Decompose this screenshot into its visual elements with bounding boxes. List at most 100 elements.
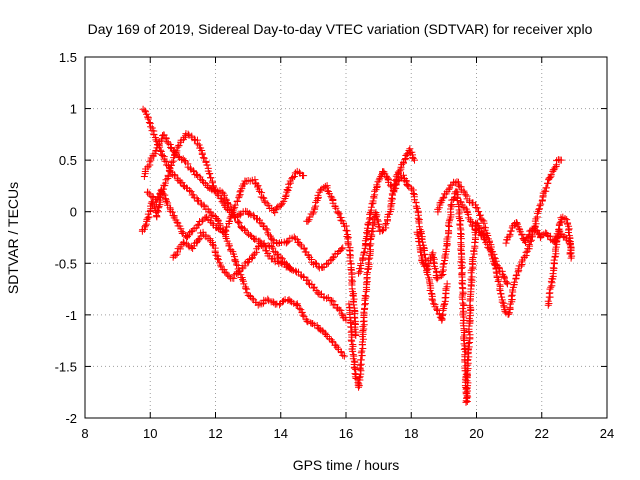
data-point bbox=[413, 230, 421, 238]
data-point bbox=[305, 279, 313, 287]
data-point bbox=[357, 260, 365, 268]
x-tick-label: 18 bbox=[404, 426, 418, 441]
data-point bbox=[236, 211, 244, 219]
data-point bbox=[501, 274, 509, 282]
data-point bbox=[186, 229, 194, 237]
data-point bbox=[497, 290, 505, 298]
data-point bbox=[531, 222, 539, 230]
data-point bbox=[194, 221, 202, 229]
data-point bbox=[506, 303, 514, 311]
data-point bbox=[439, 271, 447, 279]
data-point bbox=[473, 204, 481, 212]
data-point bbox=[225, 217, 233, 225]
data-point bbox=[547, 170, 555, 178]
data-point bbox=[147, 123, 155, 131]
data-point bbox=[482, 239, 490, 247]
data-point bbox=[240, 280, 248, 288]
data-point bbox=[563, 216, 571, 224]
data-point bbox=[399, 171, 407, 179]
data-point bbox=[438, 272, 446, 280]
data-point bbox=[430, 300, 438, 308]
data-point bbox=[547, 283, 555, 291]
data-point bbox=[258, 300, 266, 308]
data-point bbox=[177, 225, 185, 233]
data-point bbox=[263, 200, 271, 208]
data-point bbox=[544, 297, 552, 305]
data-point bbox=[373, 181, 381, 189]
data-point bbox=[438, 268, 446, 276]
data-point bbox=[205, 208, 213, 216]
data-point bbox=[153, 144, 161, 152]
data-point bbox=[315, 325, 323, 333]
data-point bbox=[433, 305, 441, 313]
data-point bbox=[350, 301, 358, 309]
data-point bbox=[200, 154, 208, 162]
data-point bbox=[304, 276, 312, 284]
data-point bbox=[230, 205, 238, 213]
data-point bbox=[361, 291, 369, 299]
data-point bbox=[352, 374, 360, 382]
data-point bbox=[465, 353, 473, 361]
data-point bbox=[453, 178, 461, 186]
data-point bbox=[561, 214, 569, 222]
data-point bbox=[339, 244, 347, 252]
y-tick-label: -1.5 bbox=[55, 359, 77, 374]
data-point bbox=[525, 231, 533, 239]
data-point bbox=[443, 280, 451, 288]
data-point bbox=[326, 257, 334, 265]
data-point bbox=[264, 241, 272, 249]
data-point bbox=[469, 253, 477, 261]
series-track-h bbox=[355, 168, 451, 324]
data-point bbox=[154, 141, 162, 149]
data-point bbox=[352, 331, 360, 339]
data-point bbox=[208, 212, 216, 220]
data-point bbox=[339, 351, 347, 359]
data-point bbox=[173, 147, 181, 155]
data-point bbox=[146, 158, 154, 166]
data-point bbox=[356, 268, 364, 276]
data-point bbox=[287, 264, 295, 272]
data-point bbox=[280, 197, 288, 205]
data-point bbox=[338, 245, 346, 253]
data-point bbox=[551, 164, 559, 172]
data-point bbox=[433, 275, 441, 283]
data-point bbox=[346, 313, 354, 321]
data-point bbox=[184, 232, 192, 240]
data-point bbox=[251, 250, 259, 258]
data-point bbox=[535, 205, 543, 213]
data-point bbox=[285, 180, 293, 188]
data-point bbox=[517, 262, 525, 270]
data-point bbox=[142, 222, 150, 230]
data-point bbox=[292, 301, 300, 309]
data-point bbox=[550, 256, 558, 264]
data-point bbox=[251, 176, 259, 184]
data-point bbox=[226, 214, 234, 222]
data-point bbox=[396, 167, 404, 175]
data-point bbox=[370, 193, 378, 201]
data-point bbox=[445, 217, 453, 225]
series-track-k bbox=[457, 156, 565, 318]
data-point bbox=[162, 196, 170, 204]
series-track-c bbox=[143, 130, 347, 272]
data-point bbox=[359, 318, 367, 326]
data-point bbox=[254, 182, 262, 190]
data-point bbox=[304, 217, 312, 225]
data-point bbox=[293, 235, 301, 243]
data-point bbox=[208, 179, 216, 187]
data-point bbox=[171, 151, 179, 159]
data-point bbox=[164, 171, 172, 179]
data-point bbox=[367, 203, 375, 211]
data-point bbox=[144, 115, 152, 123]
data-point bbox=[510, 278, 518, 286]
data-point bbox=[328, 297, 336, 305]
data-point bbox=[140, 173, 148, 181]
data-point bbox=[468, 273, 476, 281]
data-point bbox=[373, 216, 381, 224]
data-point bbox=[207, 174, 215, 182]
data-point bbox=[283, 238, 291, 246]
data-point bbox=[218, 228, 226, 236]
data-point bbox=[434, 205, 442, 213]
data-point bbox=[535, 205, 543, 213]
data-point bbox=[231, 201, 239, 209]
